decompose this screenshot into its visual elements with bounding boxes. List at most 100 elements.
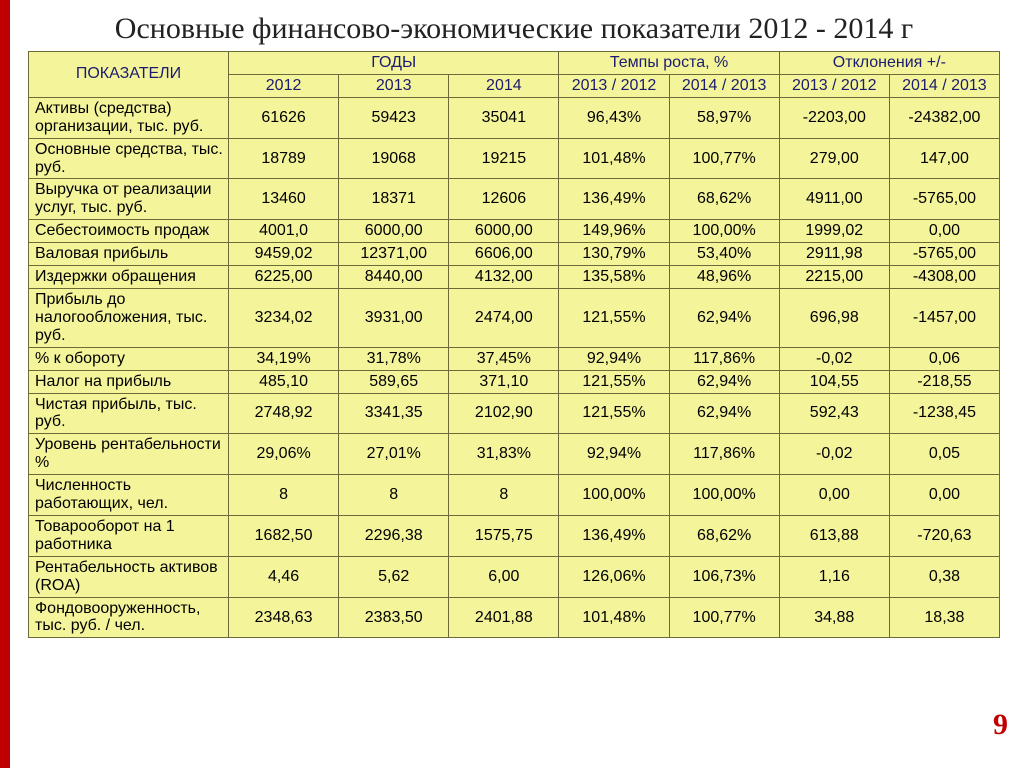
cell-y2014: 4132,00: [449, 266, 559, 289]
cell-g2: 62,94%: [669, 288, 779, 347]
cell-g2: 100,77%: [669, 138, 779, 179]
cell-g1: 121,55%: [559, 370, 669, 393]
table-row: % к обороту34,19%31,78%37,45%92,94%117,8…: [29, 347, 1000, 370]
cell-label: Рентабельность активов (ROA): [29, 556, 229, 597]
cell-g1: 121,55%: [559, 393, 669, 434]
cell-d2: -24382,00: [889, 97, 999, 138]
cell-d1: -2203,00: [779, 97, 889, 138]
cell-g1: 101,48%: [559, 597, 669, 638]
cell-y2012: 3234,02: [229, 288, 339, 347]
cell-y2012: 2748,92: [229, 393, 339, 434]
cell-y2013: 31,78%: [339, 347, 449, 370]
cell-y2013: 12371,00: [339, 243, 449, 266]
cell-g2: 68,62%: [669, 179, 779, 220]
cell-y2014: 12606: [449, 179, 559, 220]
cell-g1: 126,06%: [559, 556, 669, 597]
financial-table: ПОКАЗАТЕЛИ ГОДЫ Темпы роста, % Отклонени…: [28, 51, 1000, 638]
table-row: Прибыль до налогообложения, тыс. руб.323…: [29, 288, 1000, 347]
col-2012: 2012: [229, 74, 339, 97]
col-group-dev: Отклонения +/-: [779, 52, 999, 75]
cell-g2: 106,73%: [669, 556, 779, 597]
cell-label: Выручка от реализации услуг, тыс. руб.: [29, 179, 229, 220]
table-row: Фондовооруженность, тыс. руб. / чел.2348…: [29, 597, 1000, 638]
cell-d2: 147,00: [889, 138, 999, 179]
table-row: Чистая прибыль, тыс. руб.2748,923341,352…: [29, 393, 1000, 434]
cell-label: Чистая прибыль, тыс. руб.: [29, 393, 229, 434]
cell-d1: 1999,02: [779, 220, 889, 243]
cell-y2013: 2296,38: [339, 515, 449, 556]
cell-y2012: 8: [229, 475, 339, 516]
cell-g1: 101,48%: [559, 138, 669, 179]
cell-y2012: 485,10: [229, 370, 339, 393]
cell-g1: 136,49%: [559, 179, 669, 220]
table-row: Налог на прибыль485,10589,65371,10121,55…: [29, 370, 1000, 393]
cell-y2014: 35041: [449, 97, 559, 138]
cell-d2: 18,38: [889, 597, 999, 638]
cell-g2: 62,94%: [669, 370, 779, 393]
table-body: Активы (средства) организации, тыс. руб.…: [29, 97, 1000, 638]
cell-label: Товарооборот на 1 работника: [29, 515, 229, 556]
cell-d2: 0,38: [889, 556, 999, 597]
cell-y2014: 6000,00: [449, 220, 559, 243]
cell-label: Прибыль до налогообложения, тыс. руб.: [29, 288, 229, 347]
cell-d1: 34,88: [779, 597, 889, 638]
cell-g1: 121,55%: [559, 288, 669, 347]
cell-y2014: 2474,00: [449, 288, 559, 347]
cell-d2: -5765,00: [889, 243, 999, 266]
table-row: Издержки обращения6225,008440,004132,001…: [29, 266, 1000, 289]
table-header: ПОКАЗАТЕЛИ ГОДЫ Темпы роста, % Отклонени…: [29, 52, 1000, 98]
cell-d1: 696,98: [779, 288, 889, 347]
cell-y2014: 6,00: [449, 556, 559, 597]
table-row: Численность работающих, чел.888100,00%10…: [29, 475, 1000, 516]
cell-g1: 149,96%: [559, 220, 669, 243]
cell-y2012: 34,19%: [229, 347, 339, 370]
cell-g1: 136,49%: [559, 515, 669, 556]
table-row: Выручка от реализации услуг, тыс. руб. 13…: [29, 179, 1000, 220]
cell-d2: -218,55: [889, 370, 999, 393]
table-row: Валовая прибыль9459,0212371,006606,00130…: [29, 243, 1000, 266]
col-growth-1: 2013 / 2012: [559, 74, 669, 97]
cell-y2014: 31,83%: [449, 434, 559, 475]
cell-label: Фондовооруженность, тыс. руб. / чел.: [29, 597, 229, 638]
cell-g2: 117,86%: [669, 434, 779, 475]
cell-d1: -0,02: [779, 347, 889, 370]
cell-label: Издержки обращения: [29, 266, 229, 289]
table-row: Себестоимость продаж4001,06000,006000,00…: [29, 220, 1000, 243]
cell-y2013: 8440,00: [339, 266, 449, 289]
cell-d2: -4308,00: [889, 266, 999, 289]
cell-g2: 48,96%: [669, 266, 779, 289]
cell-y2013: 18371: [339, 179, 449, 220]
table-row: Основные средства, тыс. руб.187891906819…: [29, 138, 1000, 179]
col-group-growth: Темпы роста, %: [559, 52, 779, 75]
cell-y2014: 6606,00: [449, 243, 559, 266]
table-row: Товарооборот на 1 работника1682,502296,3…: [29, 515, 1000, 556]
cell-d2: -720,63: [889, 515, 999, 556]
page-title: Основные финансово-экономические показат…: [28, 12, 1000, 45]
cell-d2: 0,00: [889, 220, 999, 243]
col-indicator: ПОКАЗАТЕЛИ: [29, 52, 229, 98]
cell-y2012: 4,46: [229, 556, 339, 597]
cell-d2: 0,05: [889, 434, 999, 475]
cell-d1: 592,43: [779, 393, 889, 434]
cell-g1: 92,94%: [559, 434, 669, 475]
cell-label: Валовая прибыль: [29, 243, 229, 266]
cell-y2013: 3341,35: [339, 393, 449, 434]
cell-y2012: 29,06%: [229, 434, 339, 475]
cell-d1: 4911,00: [779, 179, 889, 220]
cell-g2: 117,86%: [669, 347, 779, 370]
cell-g2: 100,77%: [669, 597, 779, 638]
cell-d2: 0,06: [889, 347, 999, 370]
cell-g1: 92,94%: [559, 347, 669, 370]
cell-g2: 100,00%: [669, 220, 779, 243]
cell-d2: 0,00: [889, 475, 999, 516]
cell-d1: 0,00: [779, 475, 889, 516]
cell-d1: 1,16: [779, 556, 889, 597]
cell-g2: 53,40%: [669, 243, 779, 266]
cell-label: Активы (средства) организации, тыс. руб.: [29, 97, 229, 138]
cell-y2012: 2348,63: [229, 597, 339, 638]
cell-y2012: 4001,0: [229, 220, 339, 243]
cell-d2: -1238,45: [889, 393, 999, 434]
cell-d1: 104,55: [779, 370, 889, 393]
cell-y2013: 27,01%: [339, 434, 449, 475]
col-2014: 2014: [449, 74, 559, 97]
